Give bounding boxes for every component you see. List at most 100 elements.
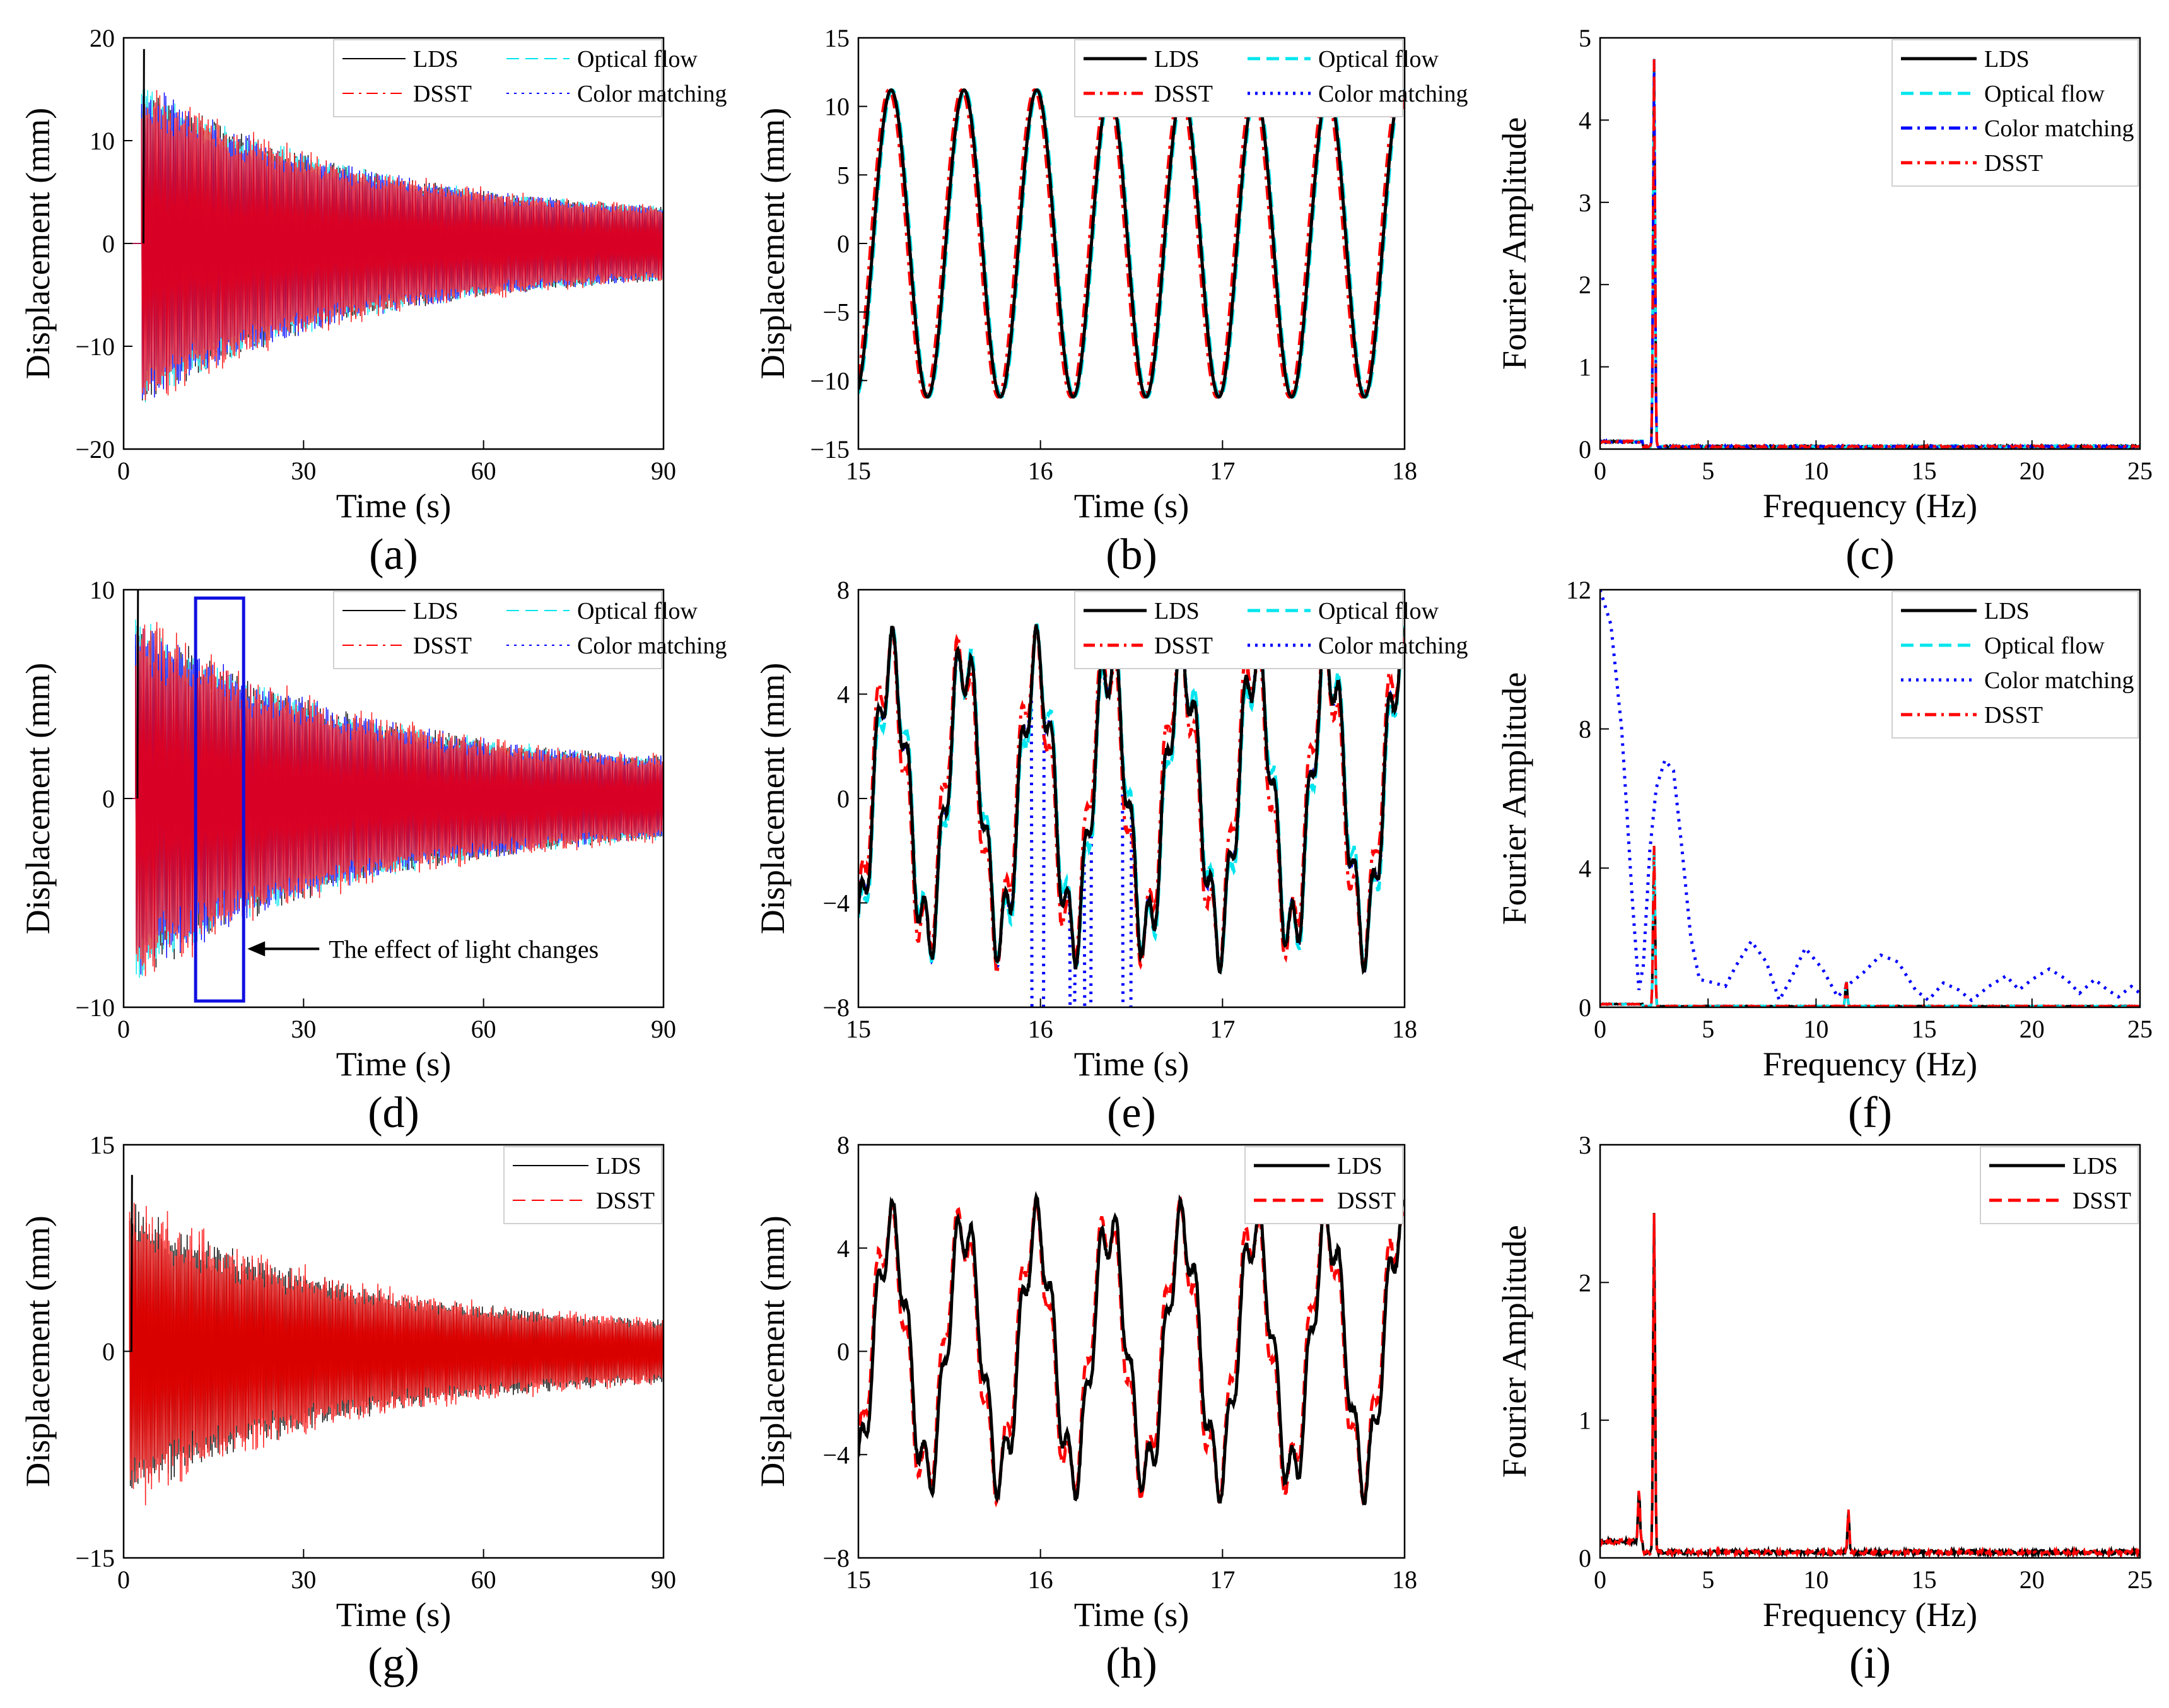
legend: LDS Optical flow DSST Color matching: [1074, 39, 1468, 117]
legend-label: DSST: [1154, 633, 1213, 659]
annotation-arrow-head: [247, 941, 266, 957]
panel-label: (g): [368, 1639, 419, 1688]
chart-panel-f: 0 5 10 15 20 25 0 4 8 12 Frequency (Hz) Fourier Amp…: [1495, 576, 2153, 1137]
y-tick-label: 0: [102, 230, 115, 258]
plot-area: [858, 619, 1405, 1007]
y-tick-label: −8: [822, 993, 850, 1022]
legend-label: LDS: [1984, 598, 2030, 624]
x-tick-label: 0: [1594, 1565, 1606, 1594]
plot-area: [858, 1191, 1405, 1508]
x-tick-label: 17: [1210, 457, 1235, 485]
panel-label: (d): [368, 1089, 419, 1137]
y-tick-label: 4: [837, 1234, 850, 1263]
legend-label: DSST: [1984, 150, 2043, 177]
x-tick-label: 5: [1702, 1565, 1714, 1594]
legend: LDS Optical flow DSST Color matching: [333, 39, 727, 117]
legend-box: [1244, 1146, 1403, 1224]
legend: LDS Optical flow Color matching DSST: [1891, 39, 2139, 187]
legend-label: DSST: [2073, 1188, 2131, 1214]
legend-box: [333, 591, 662, 669]
series-dsst: [858, 619, 1405, 972]
x-axis-label: Frequency (Hz): [1763, 1596, 1977, 1634]
y-axis-label: Displacement (mm): [754, 108, 792, 379]
series-optical-flow: [1600, 846, 2140, 1007]
legend-label: DSST: [413, 633, 472, 659]
y-axis-label: Fourier Amplitude: [1495, 117, 1533, 370]
y-tick-label: 0: [837, 1338, 850, 1366]
y-tick-label: 5: [837, 161, 850, 189]
series-optical-flow: [858, 623, 1405, 977]
x-tick-label: 90: [651, 1565, 676, 1594]
legend-box: [1074, 591, 1403, 669]
x-axis-label: Time (s): [336, 487, 452, 525]
legend-label: Optical flow: [1318, 598, 1439, 624]
x-tick-label: 15: [846, 1015, 871, 1043]
series-dsst: [858, 1195, 1405, 1508]
y-tick-label: 3: [1579, 1131, 1591, 1159]
x-tick-label: 25: [2127, 1015, 2153, 1043]
legend-label: Color matching: [1984, 115, 2134, 142]
y-tick-label: 2: [1579, 271, 1591, 299]
x-tick-label: 0: [117, 1565, 130, 1594]
chart-panel-h: 15 16 17 18 −8 −4 0 4 8 Time (s) Displacement (mm)…: [754, 1131, 1417, 1688]
legend-label: Color matching: [1318, 81, 1468, 107]
legend-box: [1074, 39, 1403, 117]
legend-label: Optical flow: [1984, 633, 2105, 659]
legend-label: DSST: [596, 1188, 655, 1214]
x-tick-label: 60: [471, 1015, 496, 1043]
y-tick-label: 10: [90, 576, 115, 604]
series-dsst: [125, 90, 664, 401]
y-tick-label: −20: [75, 435, 115, 464]
y-axis-label: Displacement (mm): [754, 663, 792, 934]
x-tick-label: 15: [846, 1565, 871, 1594]
x-tick-label: 20: [2020, 457, 2045, 485]
x-tick-label: 60: [471, 1565, 496, 1594]
y-axis-label: Fourier Amplitude: [1495, 1225, 1533, 1477]
x-tick-label: 0: [117, 457, 130, 485]
legend-label: Color matching: [1318, 633, 1468, 659]
x-tick-label: 0: [1594, 457, 1606, 485]
x-tick-label: 10: [1803, 1015, 1828, 1043]
x-tick-label: 25: [2127, 457, 2153, 485]
x-axis-label: Frequency (Hz): [1763, 1045, 1977, 1083]
y-axis-label: Fourier Amplitude: [1495, 672, 1533, 925]
x-tick-label: 18: [1392, 1565, 1417, 1594]
axes-frame: [1599, 588, 2141, 1009]
y-axis-label: Displacement (mm): [754, 1215, 792, 1487]
y-tick-label: −8: [822, 1544, 850, 1572]
x-tick-label: 30: [291, 457, 316, 485]
legend-label: LDS: [596, 1153, 641, 1179]
x-axis-label: Frequency (Hz): [1763, 487, 1977, 525]
plot-area: [125, 1174, 664, 1506]
chart-panel-b: 15 16 17 18 −15 −10 −5 0 5 10 15 Time (s) Displaceme…: [754, 24, 1468, 579]
x-tick-label: 16: [1028, 1565, 1053, 1594]
legend-label: LDS: [1984, 46, 2030, 73]
legend-label: Optical flow: [1318, 46, 1439, 73]
legend-box: [503, 1146, 662, 1224]
x-tick-label: 17: [1210, 1565, 1235, 1594]
y-tick-label: 15: [824, 24, 850, 52]
legend-box: [1980, 1146, 2139, 1224]
y-tick-label: 15: [90, 1131, 115, 1159]
y-axis-label: Displacement (mm): [19, 1215, 57, 1487]
legend-label: LDS: [1154, 598, 1200, 624]
plot-area: [125, 590, 664, 978]
chart-panel-e: 15 16 17 18 −8 −4 0 4 8 Time (s) Displacement (mm)…: [754, 576, 1468, 1137]
x-tick-label: 10: [1803, 1565, 1828, 1594]
legend-label: LDS: [413, 598, 459, 624]
series-lds: [858, 624, 1405, 975]
x-tick-label: 15: [1912, 457, 1937, 485]
chart-panel-a: 0 30 60 90 −20 −10 0 10 20 Time (s) Displacement (…: [19, 24, 727, 579]
legend-label: Optical flow: [577, 46, 698, 73]
x-tick-label: 90: [651, 457, 676, 485]
y-tick-label: −10: [75, 332, 115, 361]
x-tick-label: 5: [1702, 1015, 1714, 1043]
series-lds: [1600, 845, 2140, 1007]
series-onset-spike: [130, 1174, 133, 1352]
y-tick-label: 10: [90, 127, 115, 155]
legend-label: LDS: [2073, 1153, 2118, 1179]
y-tick-label: 8: [1579, 715, 1591, 744]
y-tick-label: 2: [1579, 1268, 1591, 1297]
x-tick-label: 17: [1210, 1015, 1235, 1043]
